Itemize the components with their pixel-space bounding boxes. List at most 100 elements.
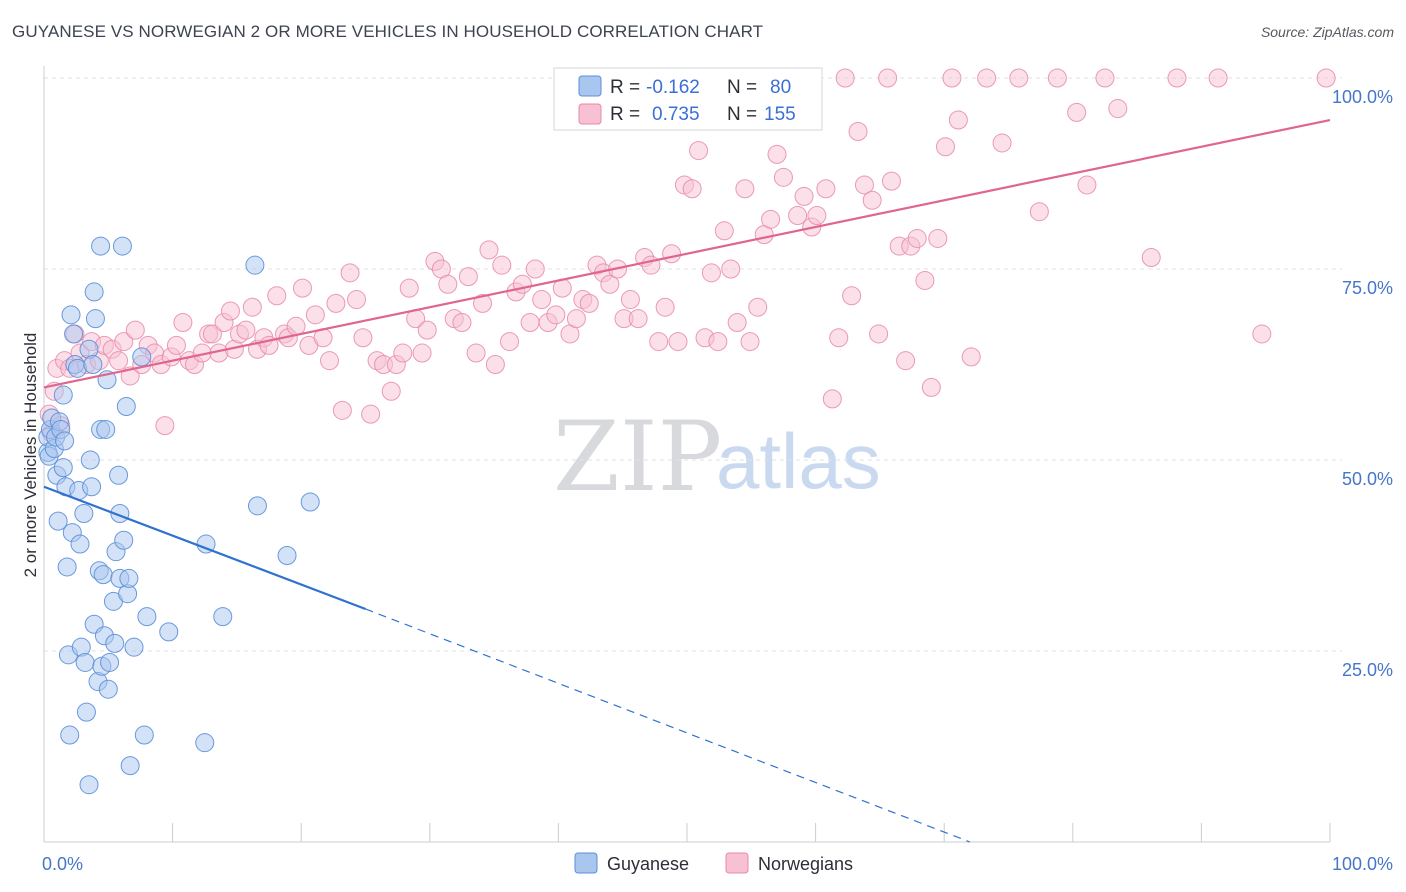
norwegian-point [862, 190, 882, 210]
norwegian-point [492, 255, 512, 275]
legend-n-value-norwegian: 155 [764, 104, 796, 125]
guyanese-point [109, 465, 129, 485]
bottom-legend-label-guyanese: Guyanese [607, 854, 689, 874]
norwegian-point [896, 351, 916, 371]
guyanese-point [120, 756, 140, 776]
norwegian-point [714, 221, 734, 241]
y-tick-label-50: 50.0% [1342, 469, 1393, 489]
norwegian-point [393, 343, 413, 363]
norwegian-point [1047, 68, 1067, 88]
guyanese-point [277, 546, 297, 565]
series-legend: Guyanese Norwegians [574, 852, 853, 874]
norwegian-point [399, 278, 419, 298]
norwegian-point [848, 121, 868, 141]
norwegian-point [928, 228, 948, 248]
norwegian-point [438, 274, 458, 294]
guyanese-point [85, 309, 105, 329]
y-axis-label: 2 or more Vehicles in Household [21, 333, 40, 578]
norwegian-point [512, 274, 532, 294]
legend-r-value-norwegian: 0.735 [652, 104, 700, 125]
norwegian-point [869, 324, 889, 344]
guyanese-point [96, 419, 116, 439]
norwegian-point [473, 293, 493, 313]
legend-r-label-guyanese: R = [610, 77, 640, 98]
norwegian-point [977, 68, 997, 88]
guyanese-point [91, 236, 111, 256]
norwegian-trendline [43, 118, 1331, 389]
guyanese-point [76, 702, 96, 722]
guyanese-point [245, 255, 265, 275]
norwegian-point [708, 332, 728, 352]
guyanese-trendline [43, 485, 366, 611]
norwegian-point [1252, 324, 1272, 344]
norwegian-point [361, 404, 381, 424]
guyanese-point [159, 622, 179, 642]
watermark-atlas: atlas [716, 417, 881, 505]
guyanese-point [79, 775, 99, 795]
chart-title: GUYANESE VS NORWEGIAN 2 OR MORE VEHICLES… [12, 22, 764, 41]
guyanese-point [48, 511, 68, 531]
norwegian-point [166, 335, 186, 355]
guyanese-point [112, 236, 132, 256]
norwegian-point [485, 355, 505, 374]
norwegian-point [452, 312, 472, 332]
watermark: ZIP atlas [553, 401, 881, 513]
norwegian-point [878, 68, 898, 88]
norwegian-point [842, 286, 862, 306]
norwegian-point [114, 332, 134, 352]
norwegian-point [721, 259, 741, 279]
guyanese-point [93, 565, 113, 585]
norwegian-point [242, 297, 262, 317]
norwegian-point [1077, 175, 1097, 195]
y-tick-label-25: 25.0% [1342, 660, 1393, 680]
norwegian-point [340, 263, 360, 283]
norwegian-point [1167, 68, 1187, 88]
guyanese-point [116, 397, 136, 417]
norwegian-point [319, 351, 339, 371]
trendlines [43, 118, 1331, 843]
guyanese-point [247, 496, 267, 516]
guyanese-point [53, 385, 73, 405]
guyanese-point [114, 530, 134, 550]
norwegian-point [305, 305, 325, 325]
norwegian-point [829, 328, 849, 348]
norwegian-point [267, 286, 287, 306]
y-tick-label-100: 100.0% [1332, 87, 1393, 107]
norwegian-point [479, 240, 499, 260]
norwegian-point [346, 290, 366, 310]
norwegian-point [748, 297, 768, 317]
norwegian-point [668, 332, 688, 352]
norwegian-point [1095, 68, 1115, 88]
norwegian-point [353, 328, 373, 348]
guyanese-trendline-extension [365, 608, 971, 843]
guyanese-point [70, 534, 90, 554]
norwegian-point [579, 293, 599, 313]
bottom-legend-swatch-guyanese [574, 852, 598, 874]
guyanese-point [60, 725, 80, 745]
norwegian-point [566, 309, 586, 329]
norwegian-point [600, 274, 620, 294]
norwegian-point [628, 309, 648, 329]
guyanese-point [98, 679, 118, 699]
norwegian-point [500, 332, 520, 352]
norwegian-point [816, 179, 836, 199]
norwegian-point [822, 389, 842, 409]
norwegian-point [155, 416, 175, 436]
norwegian-point [655, 297, 675, 317]
norwegian-point [881, 171, 901, 191]
norwegian-point [961, 347, 981, 367]
legend-n-value-guyanese: 80 [770, 77, 791, 98]
norwegian-point [1108, 99, 1128, 119]
guyanese-point [61, 305, 81, 325]
guyanese-point [53, 458, 73, 478]
norwegian-point [109, 351, 129, 371]
guyanese-point [64, 324, 84, 344]
norwegian-point [915, 270, 935, 290]
norwegian-point [525, 259, 545, 279]
guyanese-point [57, 557, 77, 577]
norwegian-point [202, 324, 222, 344]
norwegian-point [1208, 68, 1228, 88]
norwegian-point [948, 110, 968, 130]
legend-swatch-guyanese [578, 75, 602, 97]
